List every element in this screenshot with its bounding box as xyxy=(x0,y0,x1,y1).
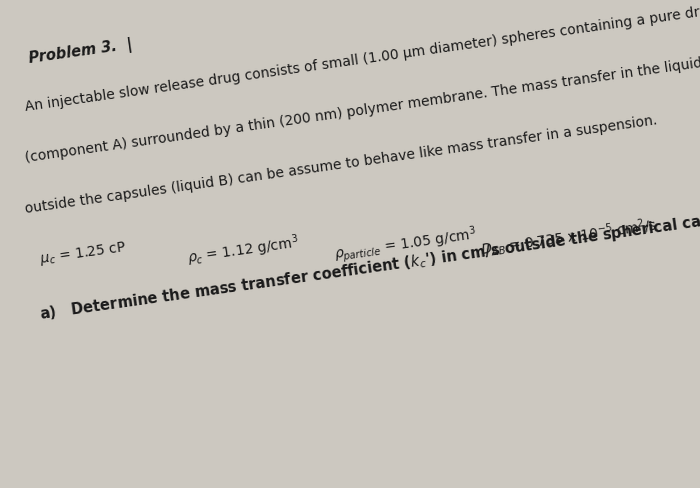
Text: $\rho_c$ = 1.12 g/cm$^3$: $\rho_c$ = 1.12 g/cm$^3$ xyxy=(186,232,300,269)
Text: outside the capsules (liquid B) can be assume to behave like mass transfer in a : outside the capsules (liquid B) can be a… xyxy=(25,114,659,216)
Text: Problem 3.  |: Problem 3. | xyxy=(28,37,134,67)
Text: $\rho_{particle}$ = 1.05 g/cm$^3$: $\rho_{particle}$ = 1.05 g/cm$^3$ xyxy=(332,224,478,266)
Text: $D_{AB}$ = 0.735 x 10$^{-5}$ cm$^2$/s: $D_{AB}$ = 0.735 x 10$^{-5}$ cm$^2$/s xyxy=(480,215,659,261)
Text: (component A) surrounded by a thin (200 nm) polymer membrane. The mass transfer : (component A) surrounded by a thin (200 … xyxy=(25,56,700,165)
Text: An injectable slow release drug consists of small (1.00 μm diameter) spheres con: An injectable slow release drug consists… xyxy=(25,3,700,114)
Text: a)   Determine the mass transfer coefficient ($k_c$') in cm/s outside the spheri: a) Determine the mass transfer coefficie… xyxy=(38,193,700,324)
Text: $\mu_c$ = 1.25 cP: $\mu_c$ = 1.25 cP xyxy=(38,239,127,268)
